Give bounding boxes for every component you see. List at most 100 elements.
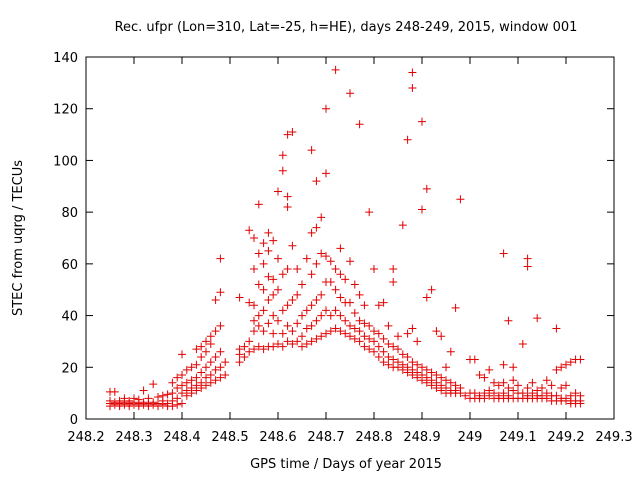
y-tick-labels: 0 20 40 60 80 100 120 140 bbox=[53, 51, 78, 428]
data-point bbox=[283, 265, 292, 274]
data-point bbox=[192, 373, 201, 382]
data-point bbox=[355, 120, 364, 129]
data-point bbox=[422, 293, 431, 302]
data-point bbox=[182, 386, 191, 395]
y-tick-label: 100 bbox=[53, 154, 78, 169]
data-point bbox=[379, 347, 388, 356]
data-point bbox=[346, 89, 354, 98]
data-point bbox=[283, 321, 292, 330]
data-point bbox=[538, 391, 546, 400]
data-point bbox=[154, 393, 162, 402]
data-point bbox=[470, 355, 479, 364]
data-point bbox=[240, 352, 249, 361]
data-point bbox=[302, 324, 311, 333]
data-point bbox=[259, 327, 268, 336]
data-point bbox=[312, 177, 321, 186]
data-point bbox=[278, 342, 287, 351]
data-point bbox=[178, 350, 186, 359]
data-point bbox=[134, 395, 143, 404]
data-point bbox=[432, 378, 441, 387]
data-point bbox=[216, 321, 225, 330]
data-point bbox=[235, 345, 244, 354]
data-point bbox=[542, 376, 551, 385]
data-point bbox=[278, 329, 287, 338]
data-point bbox=[216, 373, 225, 382]
data-point bbox=[403, 352, 412, 361]
data-point bbox=[192, 360, 201, 369]
data-point bbox=[475, 371, 484, 380]
data-point bbox=[182, 378, 191, 387]
x-axis-label: GPS time / Days of year 2015 bbox=[250, 457, 442, 472]
data-point bbox=[178, 399, 186, 408]
data-point bbox=[307, 146, 316, 155]
data-point bbox=[533, 386, 542, 395]
data-point bbox=[336, 327, 345, 336]
data-point bbox=[274, 254, 282, 263]
data-point bbox=[370, 265, 378, 274]
data-point bbox=[158, 391, 167, 400]
data-point bbox=[322, 252, 330, 261]
data-point bbox=[278, 166, 287, 175]
data-point bbox=[173, 373, 182, 382]
data-point bbox=[298, 332, 306, 341]
data-point bbox=[197, 378, 206, 387]
data-point bbox=[202, 373, 210, 382]
data-point bbox=[259, 239, 268, 248]
x-tick-label: 248.2 bbox=[67, 430, 104, 445]
data-point bbox=[408, 358, 417, 367]
data-point bbox=[245, 337, 254, 346]
data-point bbox=[542, 389, 551, 398]
data-point bbox=[408, 84, 417, 93]
data-point bbox=[245, 347, 254, 356]
data-point bbox=[293, 290, 302, 299]
data-point bbox=[326, 327, 335, 336]
data-point bbox=[125, 396, 134, 405]
data-point bbox=[322, 329, 330, 338]
data-point bbox=[341, 275, 350, 284]
data-point bbox=[283, 337, 292, 346]
data-point bbox=[379, 334, 388, 343]
data-point bbox=[312, 296, 321, 305]
x-tick-label: 248.4 bbox=[163, 430, 200, 445]
data-point bbox=[379, 298, 388, 307]
data-point bbox=[216, 254, 225, 263]
data-point bbox=[360, 301, 369, 310]
data-point bbox=[312, 223, 321, 232]
data-point bbox=[293, 265, 302, 274]
data-point bbox=[254, 342, 263, 351]
data-point bbox=[336, 244, 345, 253]
data-point bbox=[370, 337, 378, 346]
plot-frame bbox=[85, 56, 615, 420]
data-point bbox=[370, 347, 378, 356]
data-point bbox=[317, 290, 326, 299]
data-point bbox=[394, 332, 402, 341]
data-point bbox=[302, 306, 311, 315]
data-point bbox=[384, 352, 393, 361]
data-point bbox=[418, 205, 426, 214]
data-point bbox=[259, 259, 268, 268]
data-point bbox=[331, 324, 340, 333]
data-point bbox=[168, 378, 177, 387]
data-point bbox=[456, 383, 465, 392]
data-point bbox=[374, 301, 383, 310]
data-point bbox=[269, 329, 278, 338]
y-tick-label: 80 bbox=[61, 206, 78, 221]
data-point bbox=[317, 213, 326, 222]
data-point bbox=[259, 285, 268, 294]
data-point bbox=[346, 321, 354, 330]
data-point bbox=[562, 394, 570, 403]
data-point bbox=[403, 363, 412, 372]
data-point bbox=[283, 130, 292, 139]
data-point bbox=[394, 345, 402, 354]
data-point bbox=[360, 342, 369, 351]
data-point bbox=[288, 296, 297, 305]
data-point bbox=[283, 202, 292, 211]
x-tick-labels: 248.2 248.3 248.4 248.5 248.6 248.7 248.8 248.9… bbox=[67, 430, 632, 445]
data-point bbox=[307, 228, 316, 237]
data-point bbox=[312, 259, 321, 268]
data-point bbox=[197, 342, 206, 351]
data-point bbox=[389, 342, 398, 351]
y-tick-label: 140 bbox=[53, 51, 78, 66]
data-point bbox=[427, 368, 436, 377]
data-point bbox=[384, 340, 393, 349]
